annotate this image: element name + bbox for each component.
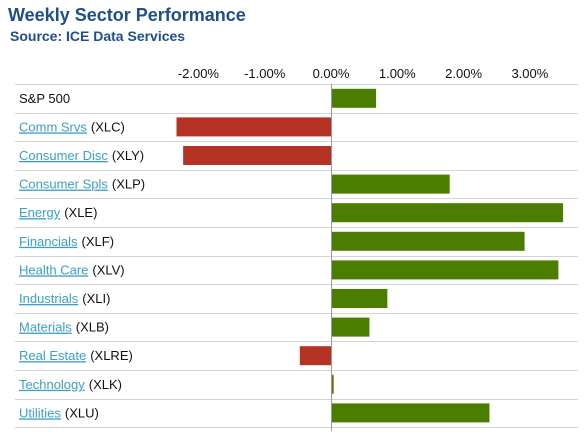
x-tick-label: 1.00% bbox=[379, 66, 416, 81]
bar-xlu bbox=[331, 403, 490, 423]
ticker-label: (XLE) bbox=[64, 205, 97, 220]
ticker-label: (XLF) bbox=[82, 234, 115, 249]
sector-link[interactable]: Materials bbox=[19, 320, 72, 335]
category-label: Comm Srvs (XLC) bbox=[19, 119, 125, 134]
index-label: S&P 500 bbox=[19, 91, 70, 106]
category-label: S&P 500 bbox=[19, 91, 70, 106]
category-label: Industrials (XLI) bbox=[19, 291, 110, 306]
sector-link[interactable]: Technology bbox=[19, 377, 85, 392]
bar-xlc bbox=[176, 117, 331, 137]
ticker-label: (XLV) bbox=[92, 262, 124, 277]
category-label: Energy (XLE) bbox=[19, 205, 97, 220]
chart-title: Weekly Sector Performance bbox=[8, 5, 246, 25]
bar-xlk bbox=[331, 374, 334, 394]
sector-link[interactable]: Real Estate bbox=[19, 348, 86, 363]
x-axis-ticks: -2.00% -1.00% 0.00% 1.00% 2.00% 3.00% bbox=[178, 66, 549, 81]
x-tick-label: -1.00% bbox=[244, 66, 286, 81]
sector-link[interactable]: Utilities bbox=[19, 405, 61, 420]
bar-xly bbox=[183, 146, 331, 165]
x-tick-label: 3.00% bbox=[511, 66, 548, 81]
category-label: Technology (XLK) bbox=[19, 377, 122, 392]
bar-xlp bbox=[331, 174, 450, 194]
sector-link[interactable]: Health Care bbox=[19, 262, 88, 277]
row-gridlines bbox=[15, 84, 578, 428]
ticker-label: (XLC) bbox=[91, 119, 125, 134]
sector-link[interactable]: Industrials bbox=[19, 291, 79, 306]
x-tick-label: 2.00% bbox=[445, 66, 482, 81]
category-label: Materials (XLB) bbox=[19, 320, 109, 335]
x-tick-label: -2.00% bbox=[178, 66, 220, 81]
bar-xlv bbox=[331, 260, 559, 280]
bar-series bbox=[176, 88, 564, 423]
bar-xlre bbox=[299, 346, 331, 366]
chart-source: Source: ICE Data Services bbox=[10, 28, 186, 44]
ticker-label: (XLI) bbox=[82, 291, 110, 306]
sector-link[interactable]: Financials bbox=[19, 234, 78, 249]
category-label: Utilities (XLU) bbox=[19, 405, 99, 420]
bar-xlb bbox=[331, 317, 370, 337]
bar-xle bbox=[331, 203, 564, 223]
sector-link[interactable]: Comm Srvs bbox=[19, 119, 87, 134]
ticker-label: (XLB) bbox=[76, 320, 109, 335]
bar-sp500 bbox=[331, 88, 377, 108]
ticker-label: (XLU) bbox=[65, 405, 99, 420]
bar-xli bbox=[331, 289, 388, 308]
category-label: Financials (XLF) bbox=[19, 234, 114, 249]
bar-xlf bbox=[331, 231, 525, 251]
ticker-label: (XLY) bbox=[112, 148, 144, 163]
x-tick-label: 0.00% bbox=[313, 66, 350, 81]
sector-link[interactable]: Energy bbox=[19, 205, 61, 220]
category-label: Consumer Spls (XLP) bbox=[19, 177, 145, 192]
category-label: Consumer Disc (XLY) bbox=[19, 148, 144, 163]
category-label: Real Estate (XLRE) bbox=[19, 348, 133, 363]
sector-link[interactable]: Consumer Spls bbox=[19, 177, 108, 192]
sector-link[interactable]: Consumer Disc bbox=[19, 148, 108, 163]
ticker-label: (XLRE) bbox=[90, 348, 133, 363]
ticker-label: (XLK) bbox=[89, 377, 122, 392]
category-label: Health Care (XLV) bbox=[19, 262, 125, 277]
ticker-label: (XLP) bbox=[112, 177, 145, 192]
